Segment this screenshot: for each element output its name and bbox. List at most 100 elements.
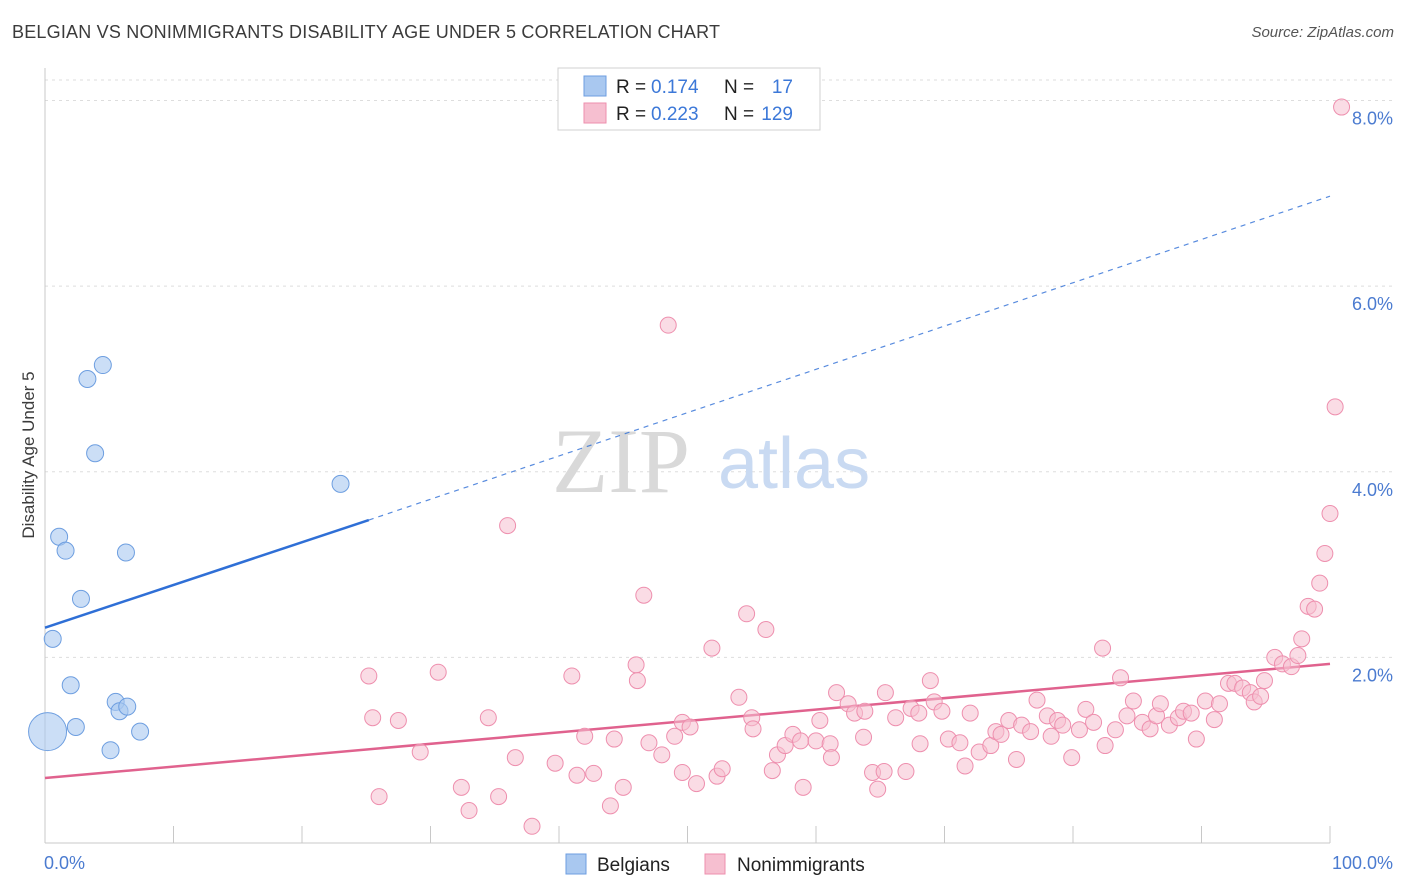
point-nonimmigrants [1311, 574, 1329, 592]
point-nonimmigrants [855, 728, 873, 746]
point-belgians [66, 717, 85, 736]
point-nonimmigrants [659, 316, 677, 334]
point-nonimmigrants [911, 735, 929, 753]
point-nonimmigrants [1106, 721, 1124, 739]
legend-r-label-2: R = [616, 104, 646, 125]
point-belgians [78, 369, 97, 388]
legend-bottom-swatch-nonimmigrants [704, 853, 726, 875]
point-nonimmigrants [921, 672, 939, 690]
point-nonimmigrants [499, 517, 517, 535]
point-nonimmigrants [1306, 600, 1324, 618]
point-nonimmigrants [628, 672, 646, 690]
point-nonimmigrants [1070, 721, 1088, 739]
point-nonimmigrants [605, 730, 623, 748]
x-tick-label: 0.0% [44, 853, 85, 873]
point-nonimmigrants [523, 817, 541, 835]
point-belgians [131, 722, 150, 741]
point-nonimmigrants [744, 720, 762, 738]
point-nonimmigrants [479, 709, 497, 727]
point-nonimmigrants [1118, 707, 1136, 725]
point-nonimmigrants [1151, 695, 1169, 713]
watermark-zip: ZIP [552, 410, 690, 512]
point-belgians [93, 356, 112, 375]
y-axis-label: Disability Age Under 5 [19, 371, 38, 538]
point-belgians [86, 444, 105, 463]
legend-n-label-2: N = [724, 104, 754, 125]
point-nonimmigrants [876, 684, 894, 702]
point-nonimmigrants [828, 684, 846, 702]
legend-r-value-1: 0.174 [651, 77, 699, 98]
point-nonimmigrants [703, 639, 721, 657]
y-tick-label: 8.0% [1352, 109, 1393, 129]
trend-line-belgians [44, 518, 370, 629]
point-nonimmigrants [822, 749, 840, 767]
point-nonimmigrants [666, 727, 684, 745]
point-nonimmigrants [635, 586, 653, 604]
point-nonimmigrants [792, 732, 810, 750]
tick-labels: 2.0% 4.0% 6.0% 8.0% 0.0% 100.0% [44, 109, 1393, 873]
point-nonimmigrants [1205, 711, 1223, 729]
point-nonimmigrants [856, 702, 874, 720]
legend-bottom-swatch-belgians [565, 853, 587, 875]
point-nonimmigrants [1054, 716, 1072, 734]
point-nonimmigrants [411, 743, 429, 761]
point-nonimmigrants [1255, 672, 1273, 690]
point-nonimmigrants [1289, 647, 1307, 665]
point-nonimmigrants [681, 718, 699, 736]
point-nonimmigrants [1022, 723, 1040, 741]
point-nonimmigrants [653, 746, 671, 764]
point-nonimmigrants [506, 749, 524, 767]
point-nonimmigrants [429, 663, 447, 681]
point-belgians [71, 589, 90, 608]
point-nonimmigrants [1007, 750, 1025, 768]
point-nonimmigrants [1293, 630, 1311, 648]
point-nonimmigrants [1326, 398, 1344, 416]
point-belgians [61, 676, 80, 695]
point-nonimmigrants [370, 788, 388, 806]
point-nonimmigrants [640, 734, 658, 752]
point-nonimmigrants [563, 667, 581, 685]
legend-bottom: Belgians Nonimmigrants [565, 853, 865, 876]
point-nonimmigrants [763, 762, 781, 780]
point-nonimmigrants [585, 764, 603, 782]
watermark: ZIP atlas [552, 410, 870, 512]
point-nonimmigrants [1077, 700, 1095, 718]
x-tick-label: 100.0% [1332, 853, 1393, 873]
legend-bottom-label-belgians: Belgians [597, 855, 670, 876]
point-belgians [28, 712, 68, 752]
point-nonimmigrants [360, 667, 378, 685]
point-nonimmigrants [1094, 639, 1112, 657]
point-nonimmigrants [460, 802, 478, 820]
point-nonimmigrants [1187, 730, 1205, 748]
watermark-atlas: atlas [718, 424, 870, 504]
y-tick-label: 2.0% [1352, 665, 1393, 685]
y-tick-label: 6.0% [1352, 294, 1393, 314]
point-nonimmigrants [794, 778, 812, 796]
legend-top: R = 0.174 N = 17 R = 0.223 N = 129 [557, 67, 821, 131]
point-nonimmigrants [811, 711, 829, 729]
point-nonimmigrants [956, 757, 974, 775]
source-label: Source: ZipAtlas.com [1251, 24, 1394, 41]
point-nonimmigrants [601, 797, 619, 815]
point-nonimmigrants [897, 763, 915, 781]
data-points [28, 98, 1351, 835]
point-nonimmigrants [614, 778, 632, 796]
point-nonimmigrants [933, 702, 951, 720]
point-nonimmigrants [869, 780, 887, 798]
point-nonimmigrants [807, 732, 825, 750]
point-nonimmigrants [673, 763, 691, 781]
point-nonimmigrants [687, 775, 705, 793]
legend-bottom-label-nonimmigrants: Nonimmigrants [737, 855, 865, 876]
legend-n-label-1: N = [724, 77, 754, 98]
point-nonimmigrants [738, 605, 756, 623]
point-nonimmigrants [961, 704, 979, 722]
point-nonimmigrants [910, 704, 928, 722]
point-belgians [43, 629, 62, 648]
legend-n-value-2: 129 [761, 104, 793, 125]
point-nonimmigrants [1321, 505, 1339, 523]
legend-r-value-2: 0.223 [651, 104, 699, 125]
point-belgians [331, 474, 350, 493]
point-nonimmigrants [1316, 544, 1334, 562]
point-nonimmigrants [546, 754, 564, 772]
